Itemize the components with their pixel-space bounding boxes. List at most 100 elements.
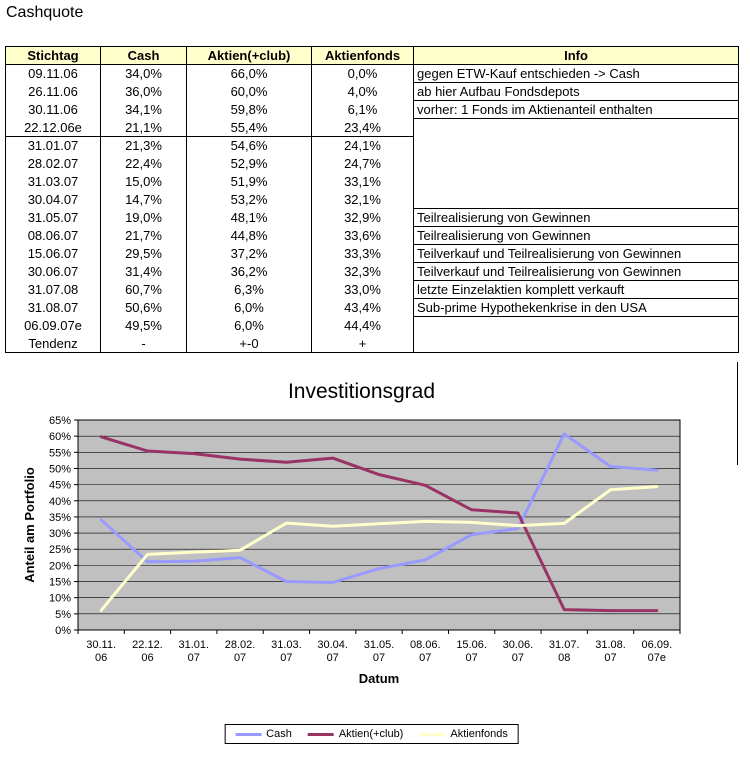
svg-text:07: 07: [327, 652, 339, 664]
x-axis-title: Datum: [359, 671, 399, 686]
aktien-cell: 54,6%: [186, 136, 312, 155]
svg-text:35%: 35%: [49, 512, 71, 524]
table-row: 15.06.07 29,5% 37,2% 33,3% Teilverkauf und T…: [5, 244, 739, 263]
cash-cell: 22,4%: [100, 154, 187, 173]
svg-text:31.08.: 31.08.: [595, 639, 626, 651]
aktienfonds-cell: 33,0%: [311, 280, 414, 299]
info-column-border-extension: [737, 362, 738, 465]
svg-text:40%: 40%: [49, 496, 71, 508]
chart-title: Investitionsgrad: [287, 380, 436, 403]
aktien-cell: 59,8%: [186, 100, 312, 119]
column-header: Stichtag: [5, 46, 101, 65]
cash-cell: 19,0%: [100, 208, 187, 227]
svg-text:50%: 50%: [49, 463, 71, 475]
chart-legend: Cash Aktien(+club) Aktienfonds: [224, 724, 519, 744]
cash-cell: 15,0%: [100, 172, 187, 191]
aktien-cell: 48,1%: [186, 208, 312, 227]
aktien-cell: 66,0%: [186, 64, 312, 83]
series-line-aktien-club: [99, 435, 659, 613]
aktien-cell: 44,8%: [186, 226, 312, 245]
aktien-cell: 53,2%: [186, 190, 312, 209]
info-cell: vorher: 1 Fonds im Aktienanteil enthalte…: [413, 100, 739, 119]
svg-text:31.07.: 31.07.: [549, 639, 580, 651]
aktienfonds-cell: 43,4%: [311, 298, 414, 317]
svg-text:07: 07: [188, 652, 200, 664]
cash-cell: 34,1%: [100, 100, 187, 119]
stichtag-cell: 09.11.06: [5, 64, 101, 83]
stichtag-cell: 15.06.07: [5, 244, 101, 263]
info-cell: [413, 136, 739, 155]
info-cell: Teilverkauf und Teilrealisierung von Gew…: [413, 262, 739, 281]
table-row: 31.07.08 60,7% 6,3% 33,0% letzte Einzelaktie…: [5, 280, 739, 299]
svg-text:08: 08: [558, 652, 570, 664]
cash-cell: 50,6%: [100, 298, 187, 317]
stichtag-cell: 31.08.07: [5, 298, 101, 317]
aktienfonds-cell: +: [311, 334, 414, 353]
page-title: Cashquote: [6, 4, 84, 21]
svg-text:31.05.: 31.05.: [364, 639, 395, 651]
y-gridlines: [78, 435, 680, 615]
svg-text:5%: 5%: [55, 609, 71, 621]
legend-item-aktienfonds: Aktienfonds: [419, 728, 508, 740]
column-header: Aktien(+club): [186, 46, 312, 65]
stichtag-cell: 26.11.06: [5, 82, 101, 101]
cashquote-table: Stichtag Cash Aktien(+club) Aktienfonds Info…: [5, 46, 739, 353]
cash-cell: 34,0%: [100, 64, 187, 83]
stichtag-cell: 28.02.07: [5, 154, 101, 173]
svg-text:60%: 60%: [49, 431, 71, 443]
aktien-cell: 55,4%: [186, 118, 312, 137]
legend-item-cash: Cash: [235, 728, 292, 740]
stichtag-cell: 06.09.07e: [5, 316, 101, 335]
series-line-cash: [99, 432, 659, 584]
svg-text:31.03.: 31.03.: [271, 639, 302, 651]
table-row: 28.02.07 22,4% 52,9% 24,7%: [5, 154, 739, 173]
table-header: Stichtag Cash Aktien(+club) Aktienfonds Info: [5, 46, 739, 65]
y-axis-title: Anteil am Portfolio: [22, 467, 37, 583]
series-line-aktienfonds: [99, 485, 659, 612]
legend-item-aktien-club: Aktien(+club): [307, 728, 404, 740]
table-row: 30.04.07 14,7% 53,2% 32,1%: [5, 190, 739, 209]
aktien-cell: 6,0%: [186, 298, 312, 317]
table-row: 30.11.06 34,1% 59,8% 6,1% vorher: 1 Fonds im…: [5, 100, 739, 119]
table-row: 09.11.06 34,0% 66,0% 0,0% gegen ETW-Kauf ent…: [5, 64, 739, 83]
info-cell: gegen ETW-Kauf entschieden -> Cash: [413, 64, 739, 83]
aktienfonds-cell: 6,1%: [311, 100, 414, 119]
table-row: Tendenz - +-0 +: [5, 334, 739, 353]
info-cell: Sub-prime Hypothekenkrise in den USA: [413, 298, 739, 317]
investitionsgrad-chart: 0% 5% 10% 15% 20% 25% 30% 35% 40% 45% 50% 55% 60% 65%…: [22, 415, 681, 686]
svg-text:30.04.: 30.04.: [317, 639, 348, 651]
svg-text:10%: 10%: [49, 593, 71, 605]
aktienfonds-cell: 32,9%: [311, 208, 414, 227]
svg-text:08.06.: 08.06.: [410, 639, 441, 651]
legend-label: Aktienfonds: [450, 728, 508, 740]
stichtag-cell: 31.03.07: [5, 172, 101, 191]
y-axis: 0% 5% 10% 15% 20% 25% 30% 35% 40% 45% 50% 55% 60% 65%: [49, 415, 78, 637]
svg-text:55%: 55%: [49, 447, 71, 459]
legend-line-marker: [307, 732, 334, 736]
x-axis: 30.11.0622.12.0631.01.0728.02.0731.03.07…: [77, 630, 681, 664]
aktien-cell: 6,3%: [186, 280, 312, 299]
cash-cell: 36,0%: [100, 82, 187, 101]
stichtag-cell: 31.01.07: [5, 136, 101, 155]
aktienfonds-cell: 32,1%: [311, 190, 414, 209]
stichtag-cell: 30.11.06: [5, 100, 101, 119]
table-row: 30.06.07 31,4% 36,2% 32,3% Teilverkauf und T…: [5, 262, 739, 281]
svg-text:07e: 07e: [648, 652, 666, 664]
table-header-row: Stichtag Cash Aktien(+club) Aktienfonds Info: [5, 46, 739, 65]
legend-label: Cash: [266, 728, 292, 740]
svg-text:31.01.: 31.01.: [178, 639, 209, 651]
svg-text:30%: 30%: [49, 528, 71, 540]
aktienfonds-cell: 32,3%: [311, 262, 414, 281]
svg-text:0%: 0%: [55, 625, 71, 637]
aktienfonds-cell: 24,7%: [311, 154, 414, 173]
svg-text:06: 06: [141, 652, 153, 664]
column-header: Cash: [100, 46, 187, 65]
svg-text:30.06.: 30.06.: [503, 639, 534, 651]
aktien-cell: 60,0%: [186, 82, 312, 101]
table-row: 06.09.07e 49,5% 6,0% 44,4%: [5, 316, 739, 335]
legend-label: Aktien(+club): [338, 728, 404, 740]
info-cell: [413, 316, 739, 335]
svg-text:65%: 65%: [49, 415, 71, 427]
legend-line-marker: [419, 732, 446, 736]
svg-text:07: 07: [234, 652, 246, 664]
